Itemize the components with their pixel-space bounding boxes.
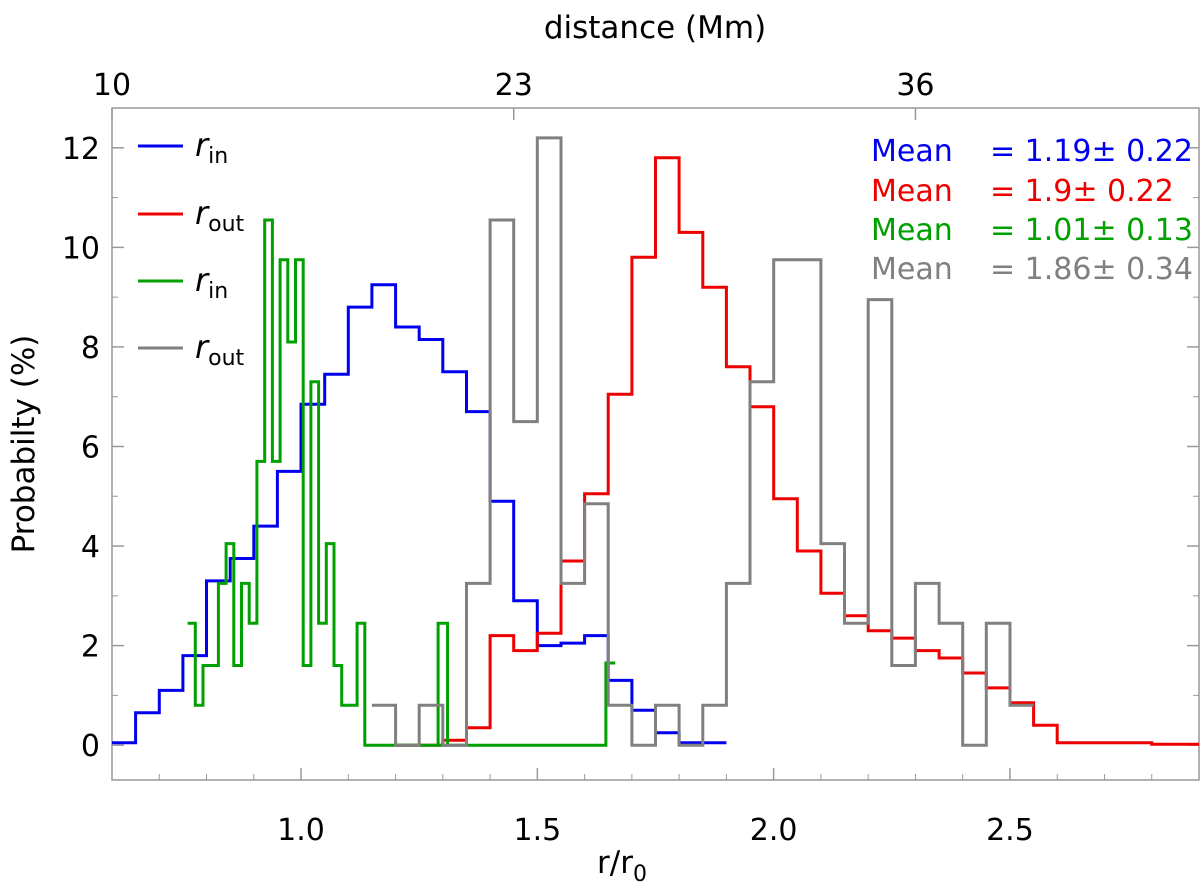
mean-value-green: = 1.01± 0.13	[990, 213, 1193, 248]
tick-labels: 1.0 1.5 2.0 2.5 10 23 36 0 2 4 6 8 10 12	[62, 68, 1034, 848]
y-tick-label-0: 0	[81, 729, 100, 764]
mean-value-blue: = 1.19± 0.22	[990, 134, 1193, 169]
legend-label-red: rout	[195, 194, 245, 237]
top-tick-label-2: 36	[896, 68, 934, 103]
top-tick-label-0: 10	[93, 68, 131, 103]
histogram-series-gray	[371, 136, 1034, 747]
mean-label-gray: Mean	[871, 252, 953, 287]
x-tick-label-2: 2.0	[750, 813, 798, 848]
y-axis-title: Probabilty (%)	[6, 335, 42, 554]
y-tick-label-4: 8	[81, 331, 100, 366]
x-tick-label-1: 1.5	[513, 813, 561, 848]
plot-frame	[111, 107, 1200, 781]
histogram-series-red	[395, 156, 1199, 747]
mean-annotations: Mean = 1.19± 0.22 Mean = 1.9± 0.22 Mean …	[871, 134, 1193, 287]
axis-ticks	[111, 108, 1199, 780]
legend-label-blue: rin	[195, 126, 228, 169]
mean-label-green: Mean	[871, 213, 953, 248]
x-tick-label-0: 1.0	[277, 813, 325, 848]
mean-label-red: Mean	[871, 174, 953, 209]
y-tick-label-5: 10	[62, 231, 100, 266]
y-tick-label-1: 2	[81, 630, 100, 665]
top-axis-title: distance (Mm)	[544, 10, 766, 46]
mean-value-red: = 1.9± 0.22	[990, 174, 1174, 209]
mean-label-blue: Mean	[871, 134, 953, 169]
y-tick-label-3: 6	[81, 430, 100, 465]
legend-label-green: rin	[195, 261, 228, 304]
histogram-spike-green-1	[436, 621, 450, 746]
x-axis-title-sub: 0	[633, 862, 647, 887]
mean-value-gray: = 1.86± 0.34	[990, 252, 1193, 287]
histogram-series-green	[187, 218, 616, 747]
legend-label-gray: rout	[195, 328, 245, 371]
legend: rin rout rin rout	[138, 126, 245, 371]
x-tick-label-3: 2.5	[986, 813, 1034, 848]
top-tick-label-1: 23	[495, 68, 533, 103]
y-tick-label-6: 12	[62, 132, 100, 167]
x-axis-title-main: r/r	[597, 845, 633, 881]
x-axis-title: r/r0	[597, 845, 647, 887]
series-layer	[112, 136, 1199, 747]
y-tick-label-2: 4	[81, 530, 100, 565]
